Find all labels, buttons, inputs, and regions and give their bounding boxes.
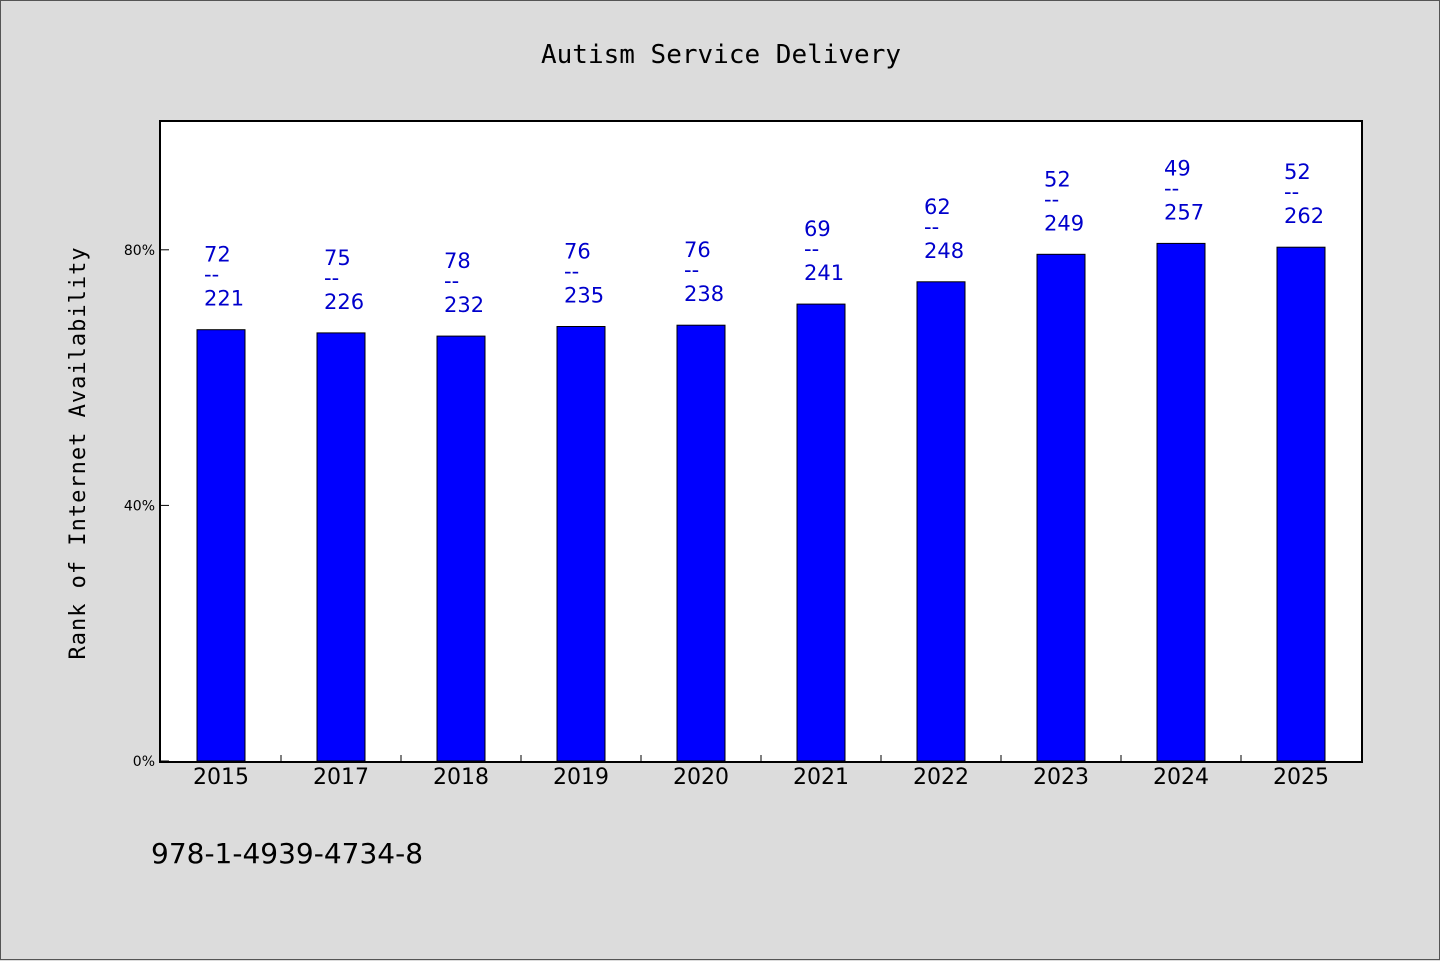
data-label-2024-sep: --: [1164, 176, 1179, 200]
x-axis: 2015 2017 2018 2019 2020 2021 2022 2023 2024 2025: [193, 755, 1329, 790]
x-tick-label-2025: 2025: [1273, 765, 1329, 790]
data-label-2020-sep: --: [684, 258, 699, 282]
x-tick-label-2015: 2015: [193, 765, 249, 790]
x-tick-label-2017: 2017: [313, 765, 369, 790]
y-axis-label: Rank of Internet Availability: [66, 246, 91, 659]
data-label-2021-bottom: 241: [804, 261, 844, 285]
data-label-2022-bottom: 248: [924, 239, 964, 263]
data-label-2022-top: 62: [924, 195, 951, 219]
bar-2024: [1156, 242, 1206, 762]
bar-2022: [916, 281, 966, 762]
data-labels-group: 72--22175--22678--23276--23576--23869--2…: [204, 156, 1324, 317]
data-label-2017-top: 75: [324, 246, 351, 270]
data-label-2015-bottom: 221: [204, 287, 244, 311]
data-label-2025-sep: --: [1284, 180, 1299, 204]
y-axis: 0% 40% 80%: [124, 243, 169, 770]
bar-2019: [556, 326, 606, 762]
data-label-2019-sep: --: [564, 260, 579, 284]
data-label-2024-bottom: 257: [1164, 200, 1204, 224]
data-label-2019-bottom: 235: [564, 284, 604, 308]
data-label-2017-sep: --: [324, 266, 339, 290]
x-tick-label-2024: 2024: [1153, 765, 1209, 790]
data-label-2020-bottom: 238: [684, 282, 724, 306]
data-label-2025-bottom: 262: [1284, 204, 1324, 228]
y-tick-label-40: 40%: [124, 498, 155, 514]
y-tick-label-80: 80%: [124, 243, 155, 259]
data-label-2023-bottom: 249: [1044, 211, 1084, 235]
data-label-2017-bottom: 226: [324, 290, 364, 314]
data-label-2018-sep: --: [444, 269, 459, 293]
data-label-2024-top: 49: [1164, 156, 1191, 180]
bar-2023: [1036, 253, 1086, 762]
x-tick-label-2021: 2021: [793, 765, 849, 790]
bar-2025: [1276, 246, 1326, 762]
data-label-2025-top: 52: [1284, 160, 1311, 184]
data-label-2015-top: 72: [204, 243, 231, 267]
bar-2015: [196, 329, 246, 762]
data-label-2019-top: 76: [564, 240, 591, 264]
x-tick-label-2020: 2020: [673, 765, 729, 790]
footer-isbn: 978-1-4939-4734-8: [151, 837, 423, 870]
y-tick-label-0: 0%: [133, 754, 155, 770]
data-label-2018-bottom: 232: [444, 293, 484, 317]
data-label-2015-sep: --: [204, 263, 219, 287]
data-label-2022-sep: --: [924, 215, 939, 239]
data-label-2021-sep: --: [804, 237, 819, 261]
x-tick-label-2022: 2022: [913, 765, 969, 790]
bar-2017: [316, 332, 366, 762]
data-label-2021-top: 69: [804, 217, 831, 241]
x-tick-label-2019: 2019: [553, 765, 609, 790]
data-label-2023-sep: --: [1044, 187, 1059, 211]
x-tick-label-2023: 2023: [1033, 765, 1089, 790]
data-label-2020-top: 76: [684, 238, 711, 262]
chart-title: Autism Service Delivery: [541, 40, 901, 70]
bar-2018: [436, 335, 486, 762]
bar-2021: [796, 303, 846, 762]
x-tick-label-2018: 2018: [433, 765, 489, 790]
data-label-2023-top: 52: [1044, 167, 1071, 191]
bars-group: [196, 242, 1326, 762]
bar-2020: [676, 324, 726, 762]
data-label-2018-top: 78: [444, 249, 471, 273]
